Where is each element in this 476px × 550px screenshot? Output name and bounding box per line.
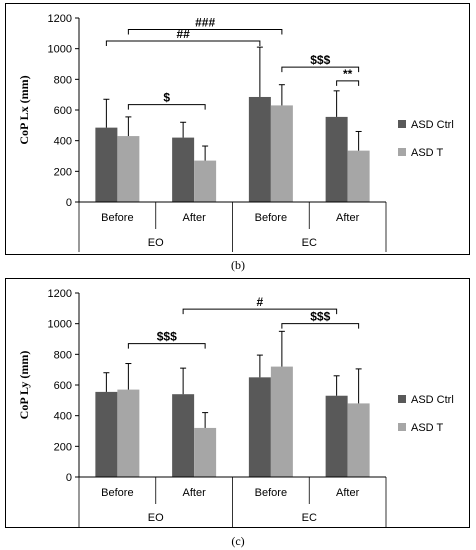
legend-label: ASD Ctrl: [411, 394, 454, 406]
significance-label: ##: [176, 27, 190, 41]
bar: [194, 160, 217, 202]
group-label: EC: [302, 512, 317, 524]
y-tick-label: 600: [54, 380, 72, 392]
y-axis-label: CoP Lx (mm): [17, 75, 31, 144]
legend-swatch: [398, 395, 406, 403]
bar: [325, 116, 348, 202]
group-label: EC: [302, 237, 317, 249]
bar: [347, 403, 370, 477]
significance-label: **: [343, 67, 353, 81]
significance-label: ###: [195, 16, 215, 30]
significance-label: $$$: [310, 53, 330, 67]
bar: [270, 366, 293, 477]
bar: [172, 394, 195, 477]
significance-label: $: [163, 91, 170, 105]
bar: [194, 427, 217, 477]
bar: [95, 391, 118, 477]
significance-bracket: [127, 343, 206, 349]
category-label: After: [336, 487, 360, 499]
y-tick-label: 800: [54, 74, 72, 86]
y-tick-label: 1200: [48, 288, 72, 300]
group-label: EO: [148, 237, 164, 249]
bar: [270, 105, 293, 202]
category-label: Before: [255, 487, 287, 499]
legend-swatch: [398, 148, 406, 156]
significance-bracket: [336, 80, 360, 86]
chart-panel-b: CoP Lx (mm) 0 200 400 600 800 1000 1200 Before Af…: [5, 3, 470, 255]
category-label: Before: [101, 212, 133, 224]
bar: [172, 137, 195, 202]
y-tick-label: 1000: [48, 319, 72, 331]
significance-bracket: [281, 323, 360, 329]
significance-bracket: [127, 29, 283, 35]
legend-label: ASD T: [411, 422, 443, 434]
bar: [117, 389, 140, 477]
chart-svg-b: CoP Lx (mm) 0 200 400 600 800 1000 1200 Before Af…: [17, 13, 454, 252]
chart-svg-c: CoP Ly (mm) 0 200 400 600 800 1000 1200 Before Af…: [17, 288, 454, 527]
y-tick-label: 1000: [48, 44, 72, 56]
category-label: Before: [255, 212, 287, 224]
legend-label: ASD Ctrl: [411, 119, 454, 131]
y-tick-label: 800: [54, 349, 72, 361]
bar: [95, 127, 118, 202]
category-label: After: [336, 212, 360, 224]
significance-bracket: [127, 104, 206, 110]
group-label: EO: [148, 512, 164, 524]
y-tick-label: 600: [54, 105, 72, 117]
significance-bracket: [281, 66, 360, 73]
bar: [347, 150, 370, 202]
significance-bracket: [182, 308, 338, 315]
caption-c: (c): [231, 534, 245, 548]
significance-label: $$$: [157, 330, 177, 344]
caption-b: (b): [231, 258, 245, 272]
y-tick-label: 0: [66, 472, 72, 484]
significance-bracket: [105, 40, 261, 46]
bar: [325, 395, 348, 477]
y-tick-label: 400: [54, 136, 72, 148]
y-tick-label: 1200: [48, 13, 72, 25]
y-tick-label: 200: [54, 441, 72, 453]
significance-label: $$$: [310, 310, 330, 324]
legend-label: ASD T: [411, 147, 443, 159]
category-label: After: [183, 487, 207, 499]
category-label: After: [183, 212, 207, 224]
bar: [248, 377, 271, 477]
significance-label: #: [257, 295, 264, 309]
bar: [117, 136, 140, 202]
chart-panel-c: CoP Ly (mm) 0 200 400 600 800 1000 1200 Before Af…: [5, 278, 470, 528]
bar: [248, 96, 271, 202]
legend-swatch: [398, 120, 406, 128]
y-axis-label: CoP Ly (mm): [17, 351, 31, 420]
y-tick-label: 200: [54, 166, 72, 178]
legend-swatch: [398, 423, 406, 431]
y-tick-label: 400: [54, 411, 72, 423]
y-tick-label: 0: [66, 197, 72, 209]
category-label: Before: [101, 487, 133, 499]
